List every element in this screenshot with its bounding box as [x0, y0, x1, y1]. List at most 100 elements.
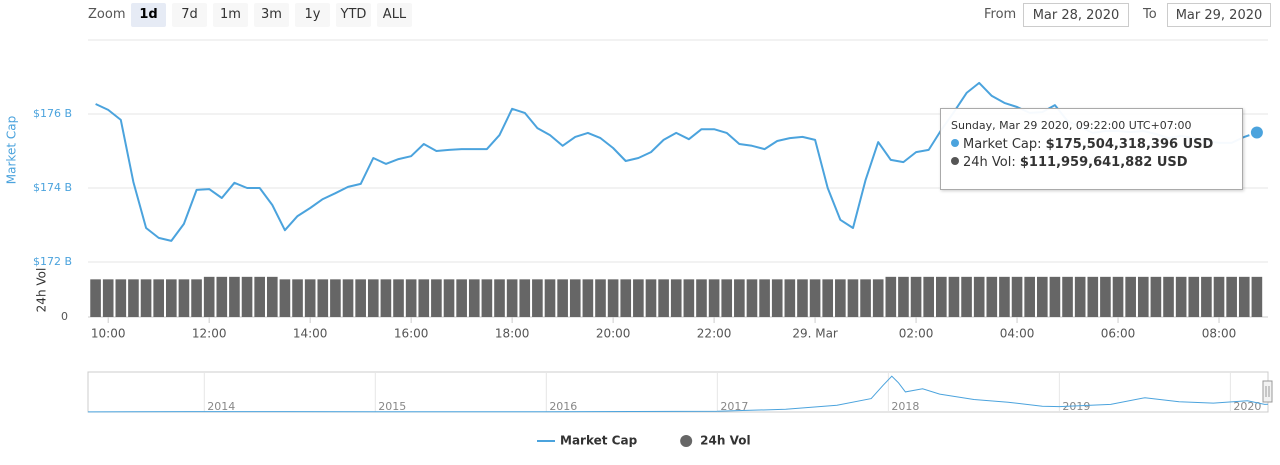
volume-bar	[936, 276, 947, 317]
volume-bar	[721, 279, 733, 317]
legend-item[interactable]: Market Cap	[537, 434, 638, 448]
volume-bar	[241, 276, 253, 317]
tooltip-title: Sunday, Mar 29 2020, 09:22:00 UTC+07:00	[951, 119, 1192, 132]
volume-bar	[809, 279, 821, 317]
navigator-tick-label: 2015	[378, 400, 406, 413]
x-tick-label: 16:00	[394, 327, 429, 341]
volume-bar	[1100, 276, 1111, 317]
volume-bar	[1137, 276, 1149, 317]
volume-bar	[330, 279, 341, 317]
y2-axis-title: 24h Vol	[35, 268, 49, 313]
zoom-button[interactable]: 1d	[131, 3, 166, 27]
volume-bar	[784, 279, 796, 317]
tooltip-label: Market Cap:	[963, 137, 1042, 152]
volume-bar	[304, 279, 316, 317]
navigator-handle[interactable]	[1262, 380, 1273, 403]
volume-bar	[443, 279, 455, 317]
volume-bar	[153, 279, 165, 317]
zoom-button[interactable]: 7d	[172, 3, 207, 27]
volume-bar	[860, 279, 871, 317]
volume-bar	[532, 279, 543, 317]
volume-bar	[759, 279, 770, 317]
volume-bar	[1125, 276, 1136, 317]
volume-bar	[1238, 276, 1250, 317]
volume-bar	[898, 276, 909, 317]
volume-bar	[746, 279, 758, 317]
volume-bar	[595, 279, 606, 317]
tooltip-label: 24h Vol:	[963, 155, 1016, 170]
x-tick-label: 08:00	[1202, 327, 1237, 341]
hover-marker	[1248, 124, 1265, 141]
volume-bar	[557, 279, 568, 317]
y-tick-label: $174 B	[33, 181, 72, 194]
volume-bar	[1087, 276, 1099, 317]
x-tick-label: 10:00	[91, 327, 126, 341]
volume-bar	[140, 279, 152, 317]
volume-bar	[1163, 276, 1174, 317]
zoom-button[interactable]: 3m	[254, 3, 289, 27]
tooltip: Sunday, Mar 29 2020, 09:22:00 UTC+07:00 …	[940, 108, 1243, 190]
navigator-frame	[87, 371, 1269, 413]
volume-bar	[418, 279, 430, 317]
volume-bar	[910, 276, 922, 317]
zoom-button[interactable]: 1m	[213, 3, 248, 27]
volume-bar	[999, 276, 1010, 317]
navigator-line	[87, 375, 1269, 413]
volume-bar	[229, 276, 240, 317]
volume-bar	[620, 279, 632, 317]
navigator-tick-label: 2018	[891, 400, 919, 413]
x-tick-label: 04:00	[1000, 327, 1035, 341]
volume-bar	[973, 276, 985, 317]
x-tick-label: 06:00	[1101, 327, 1136, 341]
tooltip-dot	[951, 157, 959, 165]
volume-bar	[1024, 276, 1035, 317]
from-input[interactable]: Mar 28, 2020	[1023, 3, 1129, 27]
volume-bar	[1036, 276, 1048, 317]
x-tick-label: 18:00	[495, 327, 530, 341]
volume-bar	[1011, 276, 1023, 317]
volume-bar	[279, 279, 291, 317]
volume-bar	[1150, 276, 1162, 317]
legend-symbol	[680, 435, 693, 447]
volume-bar	[885, 276, 897, 317]
volume-bar	[734, 279, 745, 317]
volume-bar	[203, 276, 215, 317]
volume-bar	[506, 279, 518, 317]
volume-bar	[658, 279, 669, 317]
volume-bar	[266, 276, 278, 317]
legend-label: 24h Vol	[700, 434, 750, 448]
volume-bar	[1188, 276, 1200, 317]
volume-bar	[582, 279, 594, 317]
volume-bar	[708, 279, 720, 317]
to-label: To	[1143, 7, 1157, 22]
volume-bar	[633, 279, 644, 317]
zoom-button[interactable]: 1y	[295, 3, 330, 27]
volume-bar	[380, 279, 392, 317]
volume-bar	[948, 276, 960, 317]
volume-bar	[178, 279, 190, 317]
to-input[interactable]: Mar 29, 2020	[1167, 3, 1271, 27]
tooltip-row: 24h Vol: $111,959,641,882 USD	[951, 154, 1232, 172]
volume-bar	[1074, 276, 1086, 317]
volume-bar	[569, 279, 581, 317]
volume-bar	[317, 279, 329, 317]
volume-bar	[393, 279, 404, 317]
volume-bar	[961, 276, 972, 317]
volume-bar	[696, 279, 707, 317]
volume-bar	[355, 279, 366, 317]
volume-bar	[481, 279, 493, 317]
navigator-tick-label: 2019	[1062, 400, 1090, 413]
volume-bar	[1201, 276, 1212, 317]
volume-bar	[468, 279, 480, 317]
volume-bar	[835, 279, 846, 317]
zoom-button[interactable]: ALL	[377, 3, 412, 27]
legend-item[interactable]: 24h Vol	[680, 434, 751, 448]
volume-bar	[405, 279, 417, 317]
volume-bar	[847, 279, 859, 317]
zoom-button[interactable]: YTD	[336, 3, 371, 27]
y-axis-title: Market Cap	[5, 116, 19, 184]
volume-bar	[90, 279, 101, 317]
volume-bar	[1049, 276, 1061, 317]
